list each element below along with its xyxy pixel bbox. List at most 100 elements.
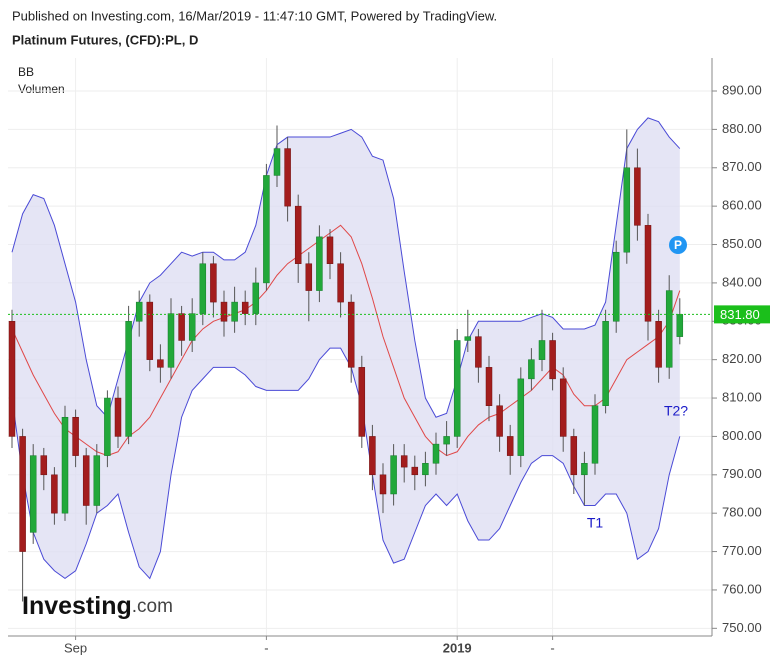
candle-body (464, 336, 472, 341)
candle-body (178, 313, 185, 341)
candle-body (623, 167, 631, 253)
candle-body (517, 378, 525, 456)
logo-brand: Investing (22, 592, 132, 620)
candle-body (570, 436, 578, 476)
candle-body (8, 321, 16, 437)
candle-body (29, 455, 37, 533)
candle-body (40, 455, 48, 476)
legend-entry: Volumen (18, 82, 65, 96)
candle-body (199, 263, 207, 314)
candle-body (369, 436, 376, 476)
y-tick-label: 870.00 (722, 159, 762, 174)
y-tick-label: 760.00 (722, 581, 762, 596)
candle-body (167, 313, 175, 368)
last-price-label: 831.80 (720, 307, 760, 322)
header: Published on Investing.com, 16/Mar/2019 … (12, 8, 497, 23)
candle-body (581, 463, 588, 476)
candle-body (655, 321, 662, 368)
candle-body (114, 397, 122, 437)
candle-body (326, 236, 334, 264)
last-price-box (714, 305, 770, 324)
x-tick-label: - (264, 640, 268, 655)
y-tick-label: 790.00 (722, 466, 762, 481)
candle-body (549, 340, 556, 380)
candle-body (591, 405, 599, 464)
logo-suffix: .com (132, 596, 173, 617)
candle-body (146, 301, 154, 360)
x-tick-label: 2019 (443, 640, 472, 655)
band-line (11, 117, 681, 419)
candle-body (135, 301, 143, 322)
candle-body (634, 167, 641, 226)
marker (669, 236, 687, 254)
candle-body (316, 236, 323, 291)
candle-body (411, 466, 419, 476)
y-tick-label: 890.00 (722, 82, 762, 97)
candle-body (422, 463, 429, 476)
candle-body (443, 436, 450, 445)
candle-body (400, 455, 408, 468)
candle-body (210, 263, 217, 303)
candle-body (294, 205, 302, 264)
candle-body (496, 405, 503, 437)
candle-body (337, 263, 344, 303)
candle-body (157, 359, 164, 368)
candle-body (602, 321, 609, 406)
candle-body (220, 301, 228, 322)
band-line (11, 347, 681, 580)
candle-body (125, 321, 132, 437)
y-tick-label: 850.00 (722, 236, 762, 251)
candle-body (231, 301, 238, 322)
candle-body (263, 175, 270, 284)
candle-body (612, 251, 620, 322)
candle-body (61, 416, 69, 514)
candle-body (390, 455, 397, 495)
y-tick-label: 860.00 (722, 198, 762, 213)
candle-body (538, 340, 546, 360)
candle-body (528, 359, 535, 380)
candle-body (273, 148, 281, 176)
chart-title: Platinum Futures, (CFD):PL, D (12, 32, 198, 47)
band-fill (12, 117, 680, 579)
candle-body (104, 397, 111, 456)
y-tick-label: 820.00 (722, 351, 762, 366)
candle-body (475, 336, 482, 368)
candle-body (644, 225, 652, 322)
candle-body (347, 301, 355, 368)
x-tick-label: Sep (64, 640, 87, 655)
y-tick-label: 750.00 (722, 620, 762, 635)
y-tick-label: 770.00 (722, 543, 762, 558)
candle-body (305, 263, 313, 291)
y-tick-label: 800.00 (722, 428, 762, 443)
candle-body (453, 340, 461, 437)
candle-body (72, 416, 79, 456)
middle-line (11, 224, 681, 457)
candle-body (284, 148, 291, 207)
candle-body (82, 455, 90, 506)
candle-body (432, 443, 440, 464)
candle-body (252, 282, 260, 314)
annotation: P (674, 238, 682, 252)
candle-body (665, 290, 673, 368)
candle-body (379, 474, 387, 495)
candle-body (506, 436, 514, 456)
candle-body (93, 455, 101, 506)
x-tick-label: - (550, 640, 554, 655)
y-tick-label: 880.00 (722, 121, 762, 136)
logo: Investing.com (22, 592, 173, 620)
candle-body (676, 314, 684, 337)
annotation: T1 (587, 515, 604, 531)
y-tick-label: 780.00 (722, 505, 762, 520)
candle-body (188, 313, 196, 341)
y-tick-label: 840.00 (722, 274, 762, 289)
candle-body (485, 367, 493, 406)
candle-body (241, 301, 249, 314)
candle-body (559, 378, 567, 437)
y-tick-label: 810.00 (722, 389, 762, 404)
candle-body (358, 367, 366, 437)
candle-body (51, 474, 58, 514)
legend-entry: BB (18, 65, 34, 79)
annotation: T2? (664, 403, 688, 419)
candle-body (19, 436, 26, 552)
